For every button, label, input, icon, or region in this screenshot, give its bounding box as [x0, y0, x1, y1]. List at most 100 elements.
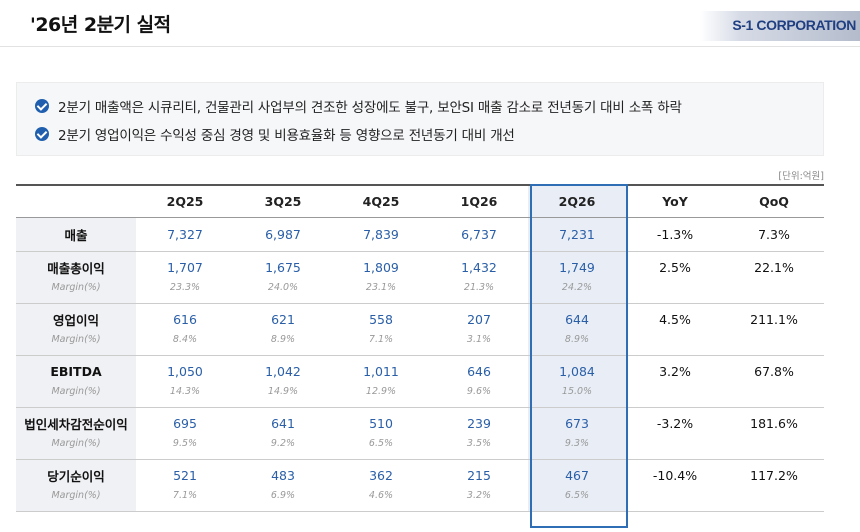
margin-label: Margin(%)	[16, 329, 136, 356]
quarter-value: 1,809	[363, 259, 399, 275]
yoy-margin-empty	[626, 329, 724, 356]
header-divider	[0, 46, 860, 47]
margin-value: 23.3%	[136, 277, 234, 304]
quarter-value: 7,839	[332, 217, 430, 252]
qoq-value: 67.8%	[754, 363, 794, 379]
margin-value: 9.5%	[136, 433, 234, 460]
quarter-value: 6,987	[234, 217, 332, 252]
quarter-value: 558	[369, 311, 393, 327]
quarter-value: 7,327	[136, 217, 234, 252]
margin-row: Margin(%) 14.3% 14.9% 12.9% 9.6% 15.0%	[16, 381, 824, 408]
yoy-value: -3.2%	[656, 415, 694, 431]
quarter-value: 641	[271, 415, 295, 431]
table-row: 당기순이익 521 483 362 215 467 -10.4% 117.2%	[16, 459, 824, 485]
column-header: 2Q25	[136, 184, 234, 218]
yoy-value: 4.5%	[659, 311, 691, 327]
quarter-value: 483	[271, 467, 295, 483]
yoy-margin-empty	[626, 433, 724, 460]
qoq-margin-empty	[724, 329, 824, 356]
margin-value: 15.0%	[528, 381, 626, 408]
qoq-margin-empty	[724, 277, 824, 304]
current-quarter-value: 7,231	[528, 217, 626, 252]
quarter-value: 6,737	[430, 217, 528, 252]
margin-row: Margin(%) 23.3% 24.0% 23.1% 21.3% 24.2%	[16, 277, 824, 304]
unit-label: [단위:억원]	[778, 171, 824, 182]
margin-value: 3.2%	[430, 485, 528, 512]
summary-box: 2분기 매출액은 시큐리티, 건물관리 사업부의 견조한 성장에도 불구, 보안…	[16, 82, 824, 156]
qoq-value: 22.1%	[754, 259, 794, 275]
quarter-value: 646	[467, 363, 491, 379]
margin-value: 6.5%	[528, 485, 626, 512]
margin-value: 8.9%	[234, 329, 332, 356]
column-header-current: 2Q26	[528, 184, 626, 218]
yoy-value: 2.5%	[659, 259, 691, 275]
margin-value: 7.1%	[136, 485, 234, 512]
margin-value: 8.9%	[528, 329, 626, 356]
row-label: EBITDA	[16, 355, 136, 381]
quarter-value: 521	[173, 467, 197, 483]
current-quarter-value: 1,749	[528, 251, 626, 277]
quarter-value: 239	[467, 415, 491, 431]
table-row: EBITDA 1,050 1,042 1,011 646 1,084 3.2% 67.8%	[16, 355, 824, 381]
current-quarter-value: 1,084	[528, 355, 626, 381]
row-label: 매출	[16, 217, 136, 252]
quarter-value: 1,707	[167, 259, 203, 275]
row-label: 매출총이익	[16, 251, 136, 277]
margin-value: 23.1%	[332, 277, 430, 304]
qoq-margin-empty	[724, 381, 824, 408]
column-header: 1Q26	[430, 184, 528, 218]
quarter-value: 695	[173, 415, 197, 431]
margin-label: Margin(%)	[16, 433, 136, 460]
table-row: 영업이익 616 621 558 207 644 4.5% 211.1%	[16, 303, 824, 329]
margin-value: 14.3%	[136, 381, 234, 408]
margin-value: 9.3%	[528, 433, 626, 460]
margin-value: 21.3%	[430, 277, 528, 304]
quarter-value: 1,042	[265, 363, 301, 379]
company-logo: S-1 CORPORATION	[700, 11, 860, 41]
company-logo-text: S-1 CORPORATION	[732, 17, 856, 33]
margin-value: 7.1%	[332, 329, 430, 356]
margin-value: 9.2%	[234, 433, 332, 460]
current-quarter-value: 644	[528, 303, 626, 329]
margin-value: 12.9%	[332, 381, 430, 408]
yoy-margin-empty	[626, 381, 724, 408]
margin-row: Margin(%) 7.1% 6.9% 4.6% 3.2% 6.5%	[16, 485, 824, 512]
qoq-margin-empty	[724, 485, 824, 512]
table-row: 매출총이익 1,707 1,675 1,809 1,432 1,749 2.5% 22.1%	[16, 251, 824, 277]
margin-value: 24.0%	[234, 277, 332, 304]
summary-item: 2분기 영업이익은 수익성 중심 경영 및 비용효율화 등 영향으로 전년동기 …	[35, 124, 515, 144]
quarter-value: 510	[369, 415, 393, 431]
table-row: 매출 7,327 6,987 7,839 6,737 7,231 -1.3% 7.3%	[16, 217, 824, 252]
margin-value: 6.5%	[332, 433, 430, 460]
qoq-value: 7.3%	[724, 217, 824, 252]
qoq-value: 117.2%	[750, 467, 798, 483]
column-header: 3Q25	[234, 184, 332, 218]
yoy-value: -1.3%	[626, 217, 724, 252]
quarter-value: 621	[271, 311, 295, 327]
quarter-value: 207	[467, 311, 491, 327]
quarter-value: 1,011	[363, 363, 399, 379]
margin-value: 9.6%	[430, 381, 528, 408]
page-title: '26년 2분기 실적	[30, 14, 171, 36]
current-quarter-value: 673	[528, 407, 626, 433]
quarter-value: 1,675	[265, 259, 301, 275]
column-header: 4Q25	[332, 184, 430, 218]
summary-text: 2분기 영업이익은 수익성 중심 경영 및 비용효율화 등 영향으로 전년동기 …	[58, 128, 515, 144]
check-circle-icon	[35, 127, 49, 141]
qoq-margin-empty	[724, 433, 824, 460]
margin-label: Margin(%)	[16, 277, 136, 304]
summary-item: 2분기 매출액은 시큐리티, 건물관리 사업부의 견조한 성장에도 불구, 보안…	[35, 96, 682, 116]
qoq-value: 211.1%	[750, 311, 798, 327]
summary-text: 2분기 매출액은 시큐리티, 건물관리 사업부의 견조한 성장에도 불구, 보안…	[58, 100, 682, 116]
margin-value: 8.4%	[136, 329, 234, 356]
row-label: 당기순이익	[16, 459, 136, 485]
yoy-value: -10.4%	[652, 467, 698, 483]
margin-row: Margin(%) 9.5% 9.2% 6.5% 3.5% 9.3%	[16, 433, 824, 460]
margin-value: 3.5%	[430, 433, 528, 460]
quarter-value: 362	[369, 467, 393, 483]
yoy-margin-empty	[626, 485, 724, 512]
margin-value: 24.2%	[528, 277, 626, 304]
margin-value: 3.1%	[430, 329, 528, 356]
table-row: 법인세차감전순이익 695 641 510 239 673 -3.2% 181.6%	[16, 407, 824, 433]
margin-value: 14.9%	[234, 381, 332, 408]
